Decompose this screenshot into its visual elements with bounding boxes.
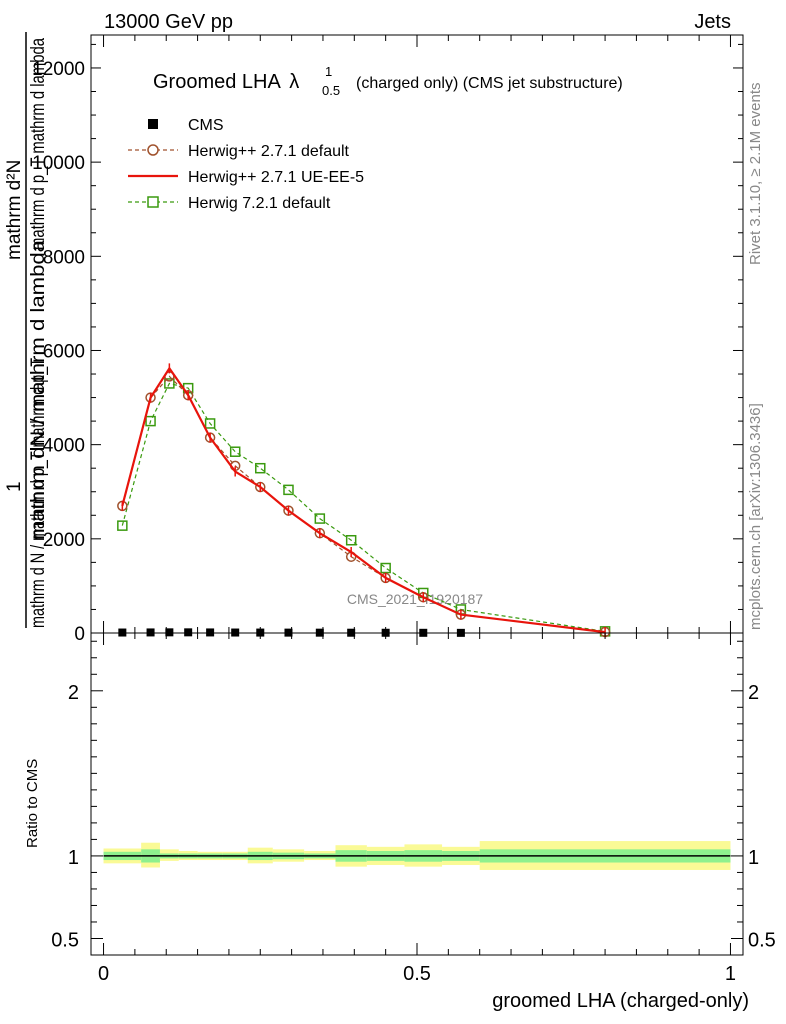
legend-marker-circle [147,144,159,156]
plot-title-symbol: λ [289,71,299,93]
data-point-herwig721 [345,534,357,546]
legend-label: Herwig 7.2.1 default [188,195,331,212]
legend: CMS Herwig++ 2.7.1 default Herwig++ 2.7.1 … [128,117,364,212]
plot-title-text: Groomed LHA [153,71,281,93]
watermark-label: CMS_2021_I1920187 [347,591,483,607]
legend-entry-herwig721: Herwig 7.2.1 default [128,195,331,212]
ratio-y-tick-label-right: 1 [748,847,759,869]
ratio-plot-frame [90,632,744,956]
legend-entry-cms: CMS [148,117,224,134]
plot-title-superscript: 1 [325,64,332,79]
ratio-plot-panel: 0.5 0.5 1 1 2 2 0 0.5 1 Ratio to CMS groomed LHA… [24,632,776,1012]
x-axis-label: groomed LHA (charged-only) [492,990,749,1012]
plot-title-subscript: 0.5 [322,83,340,98]
main-y-tick-label: 8000 [43,247,85,268]
data-point-herwig721 [164,378,175,389]
y-axis-label-one: 1 [4,481,25,492]
data-point-herwig721 [229,446,241,457]
main-y-tick-label: 6000 [43,341,85,362]
legend-marker-square [147,196,159,208]
data-point-herwig721 [380,562,391,574]
data-point-cms [184,628,193,637]
series-line-herwig721 [121,382,606,632]
ratio-y-axis-label: Ratio to CMS [24,759,41,848]
header-energy-label: 13000 GeV pp [104,11,233,33]
series-herwig-ueee5 [121,363,606,638]
data-point-cms [206,628,215,637]
data-point-herwig721 [283,484,294,496]
main-y-tick-label: 4000 [43,436,85,457]
x-tick-label: 1 [725,963,736,985]
data-point-cms [165,628,174,637]
plot-title: Groomed LHA λ 1 0.5 (charged only) (CMS … [153,64,623,98]
plot-title-suffix: (charged only) (CMS jet substructure) [356,75,623,92]
series-line-herwig-ueee5 [121,366,606,634]
ratio-y-tick-label: 2 [68,682,79,704]
data-point-herwig721 [314,513,326,524]
y-axis-label-den: mathrm d N / mathrm d p_T mathrm d p_T [28,358,49,628]
data-point-herwig721 [145,415,156,427]
legend-entry-herwig-ueee5: Herwig++ 2.7.1 UE-EE-5 [128,169,364,186]
ratio-y-tick-label: 1 [68,847,79,869]
legend-label: Herwig++ 2.7.1 UE-EE-5 [188,169,364,186]
main-y-tick-label: 2000 [43,530,85,551]
legend-entry-herwig-default: Herwig++ 2.7.1 default [128,143,350,160]
data-point-herwig721 [117,520,128,531]
main-y-tick-label: 12000 [32,59,85,80]
data-point-herwig721 [255,462,266,474]
main-plot-panel: 0 2000 4000 6000 8000 10000 12000 CMS_2021_I19… [32,34,744,645]
legend-label: CMS [188,117,224,134]
y-axis-label-topden: mathrm d p_T mathrm d lambda [28,38,49,250]
data-point-herwig721 [204,418,216,429]
mcplots-label: mcplots.cern.ch [arXiv:1306.3436] [747,403,764,630]
main-y-tick-label: 0 [74,624,85,645]
svg-text:Groomed LHA λ: Groomed LHA λ [153,71,299,93]
main-y-tick-label: 10000 [32,153,85,174]
legend-label: Herwig++ 2.7.1 default [188,143,350,160]
legend-marker-cms [148,119,158,129]
x-tick-label: 0 [98,963,109,985]
rivet-version-label: Rivet 3.1.10, ≥ 2.1M events [747,83,764,266]
ratio-y-tick-label: 0.5 [51,929,79,951]
ratio-y-tick-label-right: 0.5 [748,929,776,951]
main-y-axis-label: mathrm d²N mathrm d p_T mathrm d lambda … [4,32,49,628]
data-point-cms [146,628,155,637]
y-axis-label-num: mathrm dN / mathrm d lambda [28,240,49,540]
y-axis-label-top: mathrm d²N [4,160,25,260]
x-tick-label: 0.5 [403,963,431,985]
ratio-y-tick-label-right: 2 [748,682,759,704]
header-jets-label: Jets [694,11,731,33]
